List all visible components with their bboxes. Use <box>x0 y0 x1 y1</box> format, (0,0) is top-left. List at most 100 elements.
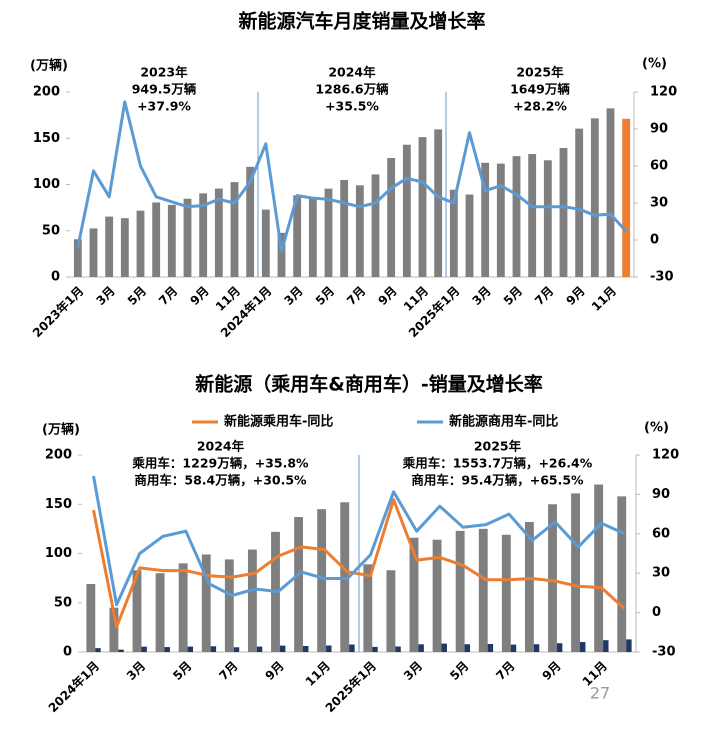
y2-tick-label: 0 <box>650 233 659 248</box>
bar <box>141 646 147 652</box>
bar <box>559 147 568 277</box>
bar <box>303 645 309 652</box>
annotation: 1286.6万辆 <box>315 82 389 97</box>
bar <box>465 194 474 277</box>
bar <box>187 646 194 652</box>
bar <box>118 649 124 652</box>
bar <box>261 209 270 277</box>
bar <box>432 539 442 652</box>
bar <box>617 496 627 652</box>
annotation: 乘用车：1553.7万辆，+26.4% <box>402 456 593 471</box>
bar <box>340 179 349 277</box>
bar <box>387 157 396 277</box>
bar <box>349 644 355 652</box>
bar <box>86 584 96 652</box>
annotation: +35.5% <box>325 99 379 114</box>
annotation: 2024年 <box>197 439 245 454</box>
x-tick-label: 9月 <box>375 284 399 308</box>
bar <box>152 202 161 277</box>
bar <box>603 640 609 652</box>
x-tick-label: 7月 <box>156 284 180 308</box>
y2-tick-label: 90 <box>652 487 670 502</box>
bar <box>89 228 98 277</box>
x-tick-label: 3月 <box>401 659 425 683</box>
bar <box>501 534 511 652</box>
bar <box>363 564 373 652</box>
x-tick-label: 5月 <box>170 659 194 683</box>
bar <box>136 210 145 277</box>
annotation: 2024年 <box>328 65 376 80</box>
bar <box>73 239 82 277</box>
x-tick-label: 7月 <box>344 284 368 308</box>
bar <box>317 509 327 652</box>
bar <box>372 646 378 652</box>
bar <box>481 162 490 277</box>
bar <box>418 644 424 652</box>
bar <box>199 193 208 277</box>
bar <box>496 163 505 277</box>
x-tick-label: 5月 <box>501 284 525 308</box>
annotation: +37.9% <box>137 99 191 114</box>
x-tick-label: 9月 <box>563 284 587 308</box>
bar <box>512 156 521 277</box>
bar <box>434 129 443 277</box>
bar <box>109 607 119 652</box>
annotation: 商用车：58.4万辆，+30.5% <box>134 473 307 488</box>
bar <box>155 573 165 652</box>
y-tick-label: 200 <box>45 448 72 463</box>
y2-axis-label: (%) <box>642 57 667 72</box>
bar <box>326 645 332 652</box>
x-tick-label: 11月 <box>589 284 619 314</box>
annotation: 乘用车：1229万辆，+35.8% <box>131 456 309 471</box>
bar <box>371 174 380 277</box>
chart-title: 新能源（乘用车&商用车）-销量及增长率 <box>195 373 542 396</box>
y-axis-label: (万辆) <box>30 58 68 74</box>
annotation: 2023年 <box>140 65 188 80</box>
y-tick-label: 100 <box>33 177 60 192</box>
legend-label: 新能源商用车-同比 <box>449 414 558 430</box>
bar <box>183 198 192 277</box>
bar <box>132 570 142 652</box>
bar <box>409 537 419 652</box>
bar <box>224 559 234 652</box>
bar <box>395 646 401 652</box>
y-tick-label: 150 <box>33 131 60 146</box>
bar <box>449 189 458 277</box>
bar <box>201 554 211 652</box>
bar <box>210 646 217 652</box>
bar <box>355 185 364 277</box>
bar <box>167 204 176 277</box>
y2-tick-label: 60 <box>652 526 670 541</box>
bar <box>594 484 604 652</box>
y2-tick-label: 0 <box>652 605 661 620</box>
chart-title: 新能源汽车月度销量及增长率 <box>238 10 485 33</box>
bar <box>455 530 465 652</box>
bar <box>464 644 471 652</box>
bar <box>418 137 427 277</box>
bar <box>279 645 286 652</box>
y2-tick-label: 30 <box>650 196 668 211</box>
y2-tick-label: 30 <box>652 566 670 581</box>
x-tick-label: 3月 <box>124 659 148 683</box>
bar <box>324 188 333 277</box>
x-tick-label: 7月 <box>493 659 517 683</box>
annotation: 2025年 <box>516 65 564 80</box>
y-axis-label: (万辆) <box>42 422 80 438</box>
y-tick-label: 200 <box>33 85 60 100</box>
legend-label: 新能源乘用车-同比 <box>224 414 333 430</box>
bar <box>308 198 317 277</box>
bar <box>120 218 129 277</box>
y2-tick-label: 120 <box>652 448 679 463</box>
bar <box>214 188 223 277</box>
bar <box>164 647 170 652</box>
bar <box>230 182 239 277</box>
bar <box>524 521 534 652</box>
x-tick-label: 3月 <box>93 284 117 308</box>
bar <box>590 118 599 277</box>
bar <box>626 639 632 652</box>
y2-tick-label: -30 <box>650 270 674 285</box>
page-number: 27 <box>590 684 610 703</box>
x-tick-label: 2023年1月 <box>29 283 86 340</box>
annotation: +28.2% <box>513 99 567 114</box>
